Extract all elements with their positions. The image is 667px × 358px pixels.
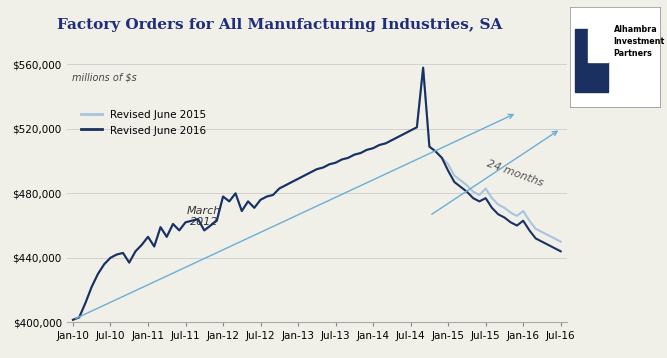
Polygon shape — [588, 29, 608, 62]
Text: Factory Orders for All Manufacturing Industries, SA: Factory Orders for All Manufacturing Ind… — [57, 18, 503, 32]
Polygon shape — [575, 29, 608, 92]
Text: millions of $s: millions of $s — [72, 72, 137, 82]
Text: Alhambra
Investment
Partners: Alhambra Investment Partners — [614, 25, 665, 58]
Legend: Revised June 2015, Revised June 2016: Revised June 2015, Revised June 2016 — [77, 106, 211, 140]
Text: 24 months: 24 months — [486, 159, 545, 188]
Text: March
2012: March 2012 — [187, 205, 221, 227]
